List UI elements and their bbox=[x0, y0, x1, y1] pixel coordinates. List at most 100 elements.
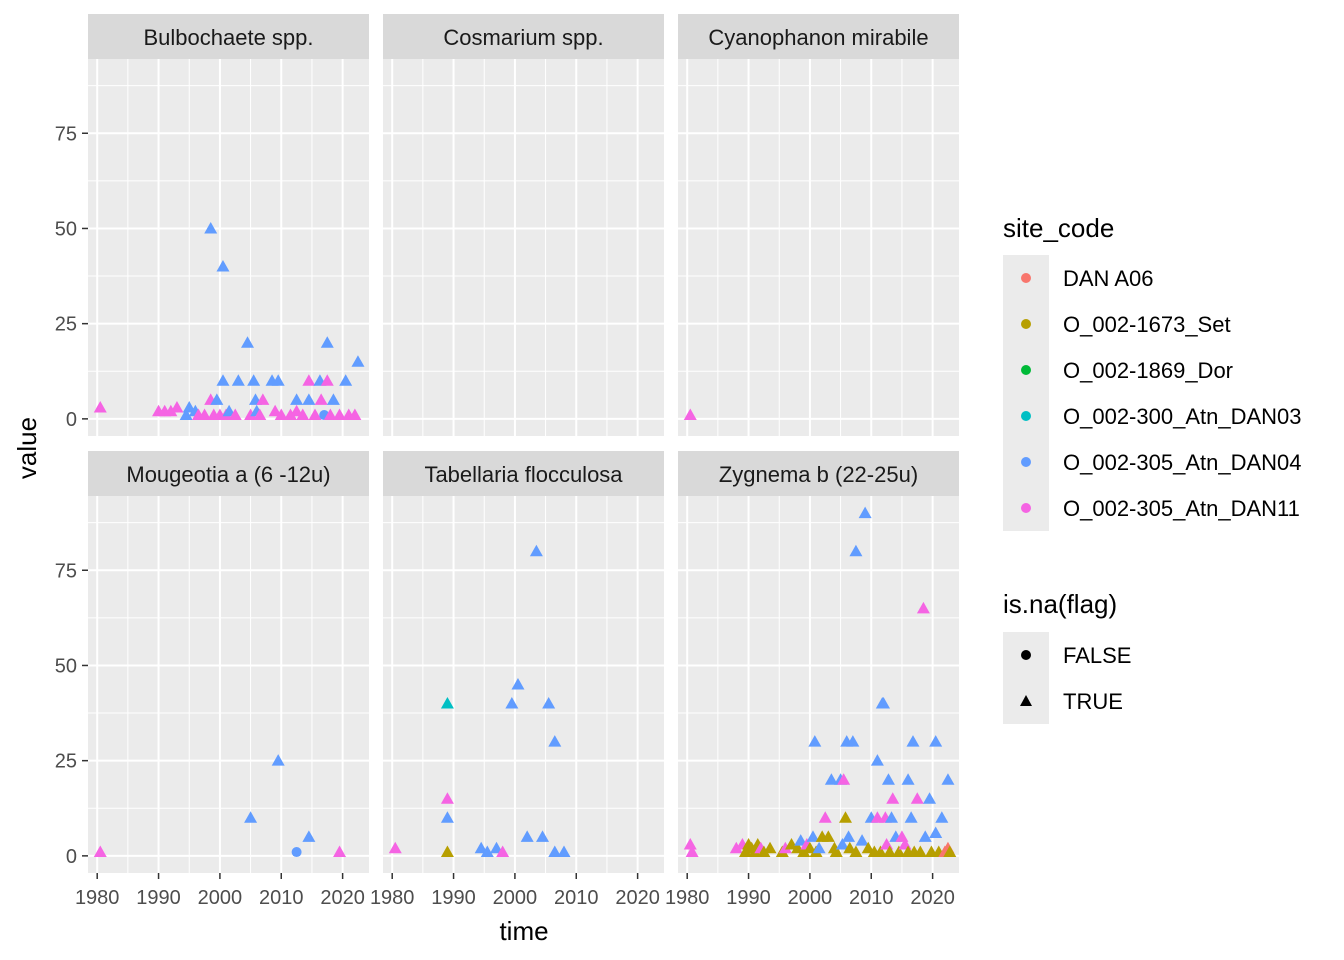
facet-strip bbox=[678, 14, 959, 59]
data-point bbox=[93, 400, 107, 413]
legend-key bbox=[1021, 319, 1031, 329]
facet-strip bbox=[88, 14, 369, 59]
data-point bbox=[348, 408, 362, 421]
shape-legend-title: is.na(flag) bbox=[1003, 589, 1117, 619]
data-point bbox=[943, 845, 957, 858]
facet-title: Mougeotia a (6 -12u) bbox=[126, 462, 330, 487]
legend-label: O_002-305_Atn_DAN04 bbox=[1063, 450, 1302, 475]
data-point bbox=[241, 336, 255, 348]
data-point bbox=[440, 811, 454, 823]
y-tick-label: 75 bbox=[55, 123, 77, 145]
data-point bbox=[320, 374, 334, 386]
x-tick-label: 2010 bbox=[259, 887, 304, 909]
data-point bbox=[271, 754, 285, 766]
y-tick-label: 50 bbox=[55, 218, 77, 240]
data-point bbox=[333, 845, 347, 858]
data-point bbox=[520, 830, 534, 842]
data-point bbox=[93, 845, 107, 858]
y-axis-title: value bbox=[12, 417, 42, 479]
data-point bbox=[818, 811, 832, 823]
data-point bbox=[216, 260, 230, 272]
data-point bbox=[885, 811, 899, 823]
data-point bbox=[253, 408, 267, 421]
facet-strip bbox=[383, 14, 664, 59]
legend-key bbox=[1021, 503, 1031, 513]
x-tick-label: 2000 bbox=[493, 887, 538, 909]
x-axis-title: time bbox=[499, 916, 548, 946]
legend-key bbox=[1021, 273, 1031, 283]
data-point bbox=[941, 773, 955, 785]
data-point bbox=[837, 773, 851, 785]
data-point bbox=[886, 792, 900, 804]
data-point bbox=[529, 544, 543, 557]
data-point bbox=[835, 837, 849, 850]
data-point bbox=[511, 678, 525, 690]
plot-panel bbox=[88, 496, 369, 873]
plot-panel bbox=[88, 59, 369, 436]
data-point bbox=[536, 830, 550, 842]
data-point bbox=[182, 400, 196, 413]
data-point bbox=[505, 697, 519, 709]
x-tick-label: 2010 bbox=[849, 887, 894, 909]
data-point bbox=[901, 773, 915, 785]
data-point bbox=[333, 408, 347, 421]
data-point bbox=[763, 841, 777, 854]
facet-title: Cosmarium spp. bbox=[443, 25, 603, 50]
data-point bbox=[791, 841, 805, 854]
facet-panel: Zygnema b (22-25u) 1980 1990 2000 2010 2020 bbox=[665, 451, 959, 909]
plot-panel bbox=[678, 59, 959, 436]
data-point bbox=[542, 697, 556, 709]
plot-panel bbox=[383, 59, 664, 436]
x-tick-label: 2000 bbox=[198, 887, 243, 909]
data-point bbox=[910, 792, 924, 804]
y-tick-label: 25 bbox=[55, 751, 77, 773]
data-point bbox=[883, 845, 897, 858]
data-point bbox=[256, 393, 270, 405]
x-tick-label: 2000 bbox=[788, 887, 833, 909]
x-tick-label: 2020 bbox=[615, 887, 660, 909]
data-point bbox=[846, 735, 860, 747]
data-point bbox=[440, 845, 454, 858]
data-point bbox=[861, 841, 875, 854]
data-point bbox=[480, 845, 494, 858]
data-point bbox=[821, 830, 835, 842]
data-point bbox=[929, 735, 943, 747]
data-point bbox=[204, 221, 218, 234]
data-point bbox=[290, 404, 304, 417]
y-tick-label: 0 bbox=[66, 409, 77, 431]
data-point bbox=[302, 374, 316, 386]
facet-title: Zygnema b (22-25u) bbox=[719, 462, 918, 487]
data-point bbox=[877, 697, 891, 709]
legend: site_code DAN A06 O_002-1673_Set O_002-1869… bbox=[1003, 213, 1302, 724]
facet-title: Tabellaria flocculosa bbox=[424, 462, 623, 487]
data-point bbox=[548, 845, 562, 858]
x-tick-label: 2010 bbox=[554, 887, 599, 909]
data-point bbox=[849, 544, 863, 557]
data-point bbox=[916, 601, 930, 614]
data-point bbox=[557, 845, 571, 858]
facet-strip bbox=[383, 451, 664, 496]
data-point bbox=[685, 845, 699, 858]
y-tick-label: 75 bbox=[55, 560, 77, 582]
data-point bbox=[683, 837, 697, 850]
shape-legend-keys bbox=[1003, 632, 1049, 724]
data-point bbox=[170, 400, 184, 413]
color-legend-title: site_code bbox=[1003, 213, 1114, 243]
data-point bbox=[231, 374, 245, 386]
data-point bbox=[855, 834, 869, 846]
data-point bbox=[440, 697, 454, 709]
data-point bbox=[440, 792, 454, 804]
data-point bbox=[388, 841, 402, 854]
data-point bbox=[929, 826, 943, 839]
data-point bbox=[339, 374, 353, 386]
x-tick-label: 1980 bbox=[370, 887, 415, 909]
data-point bbox=[244, 408, 258, 421]
data-point bbox=[824, 773, 838, 785]
data-point bbox=[216, 374, 230, 386]
data-point bbox=[906, 735, 920, 747]
data-point bbox=[323, 408, 337, 421]
data-point bbox=[228, 408, 242, 421]
data-point bbox=[314, 393, 328, 405]
data-point bbox=[683, 408, 697, 421]
